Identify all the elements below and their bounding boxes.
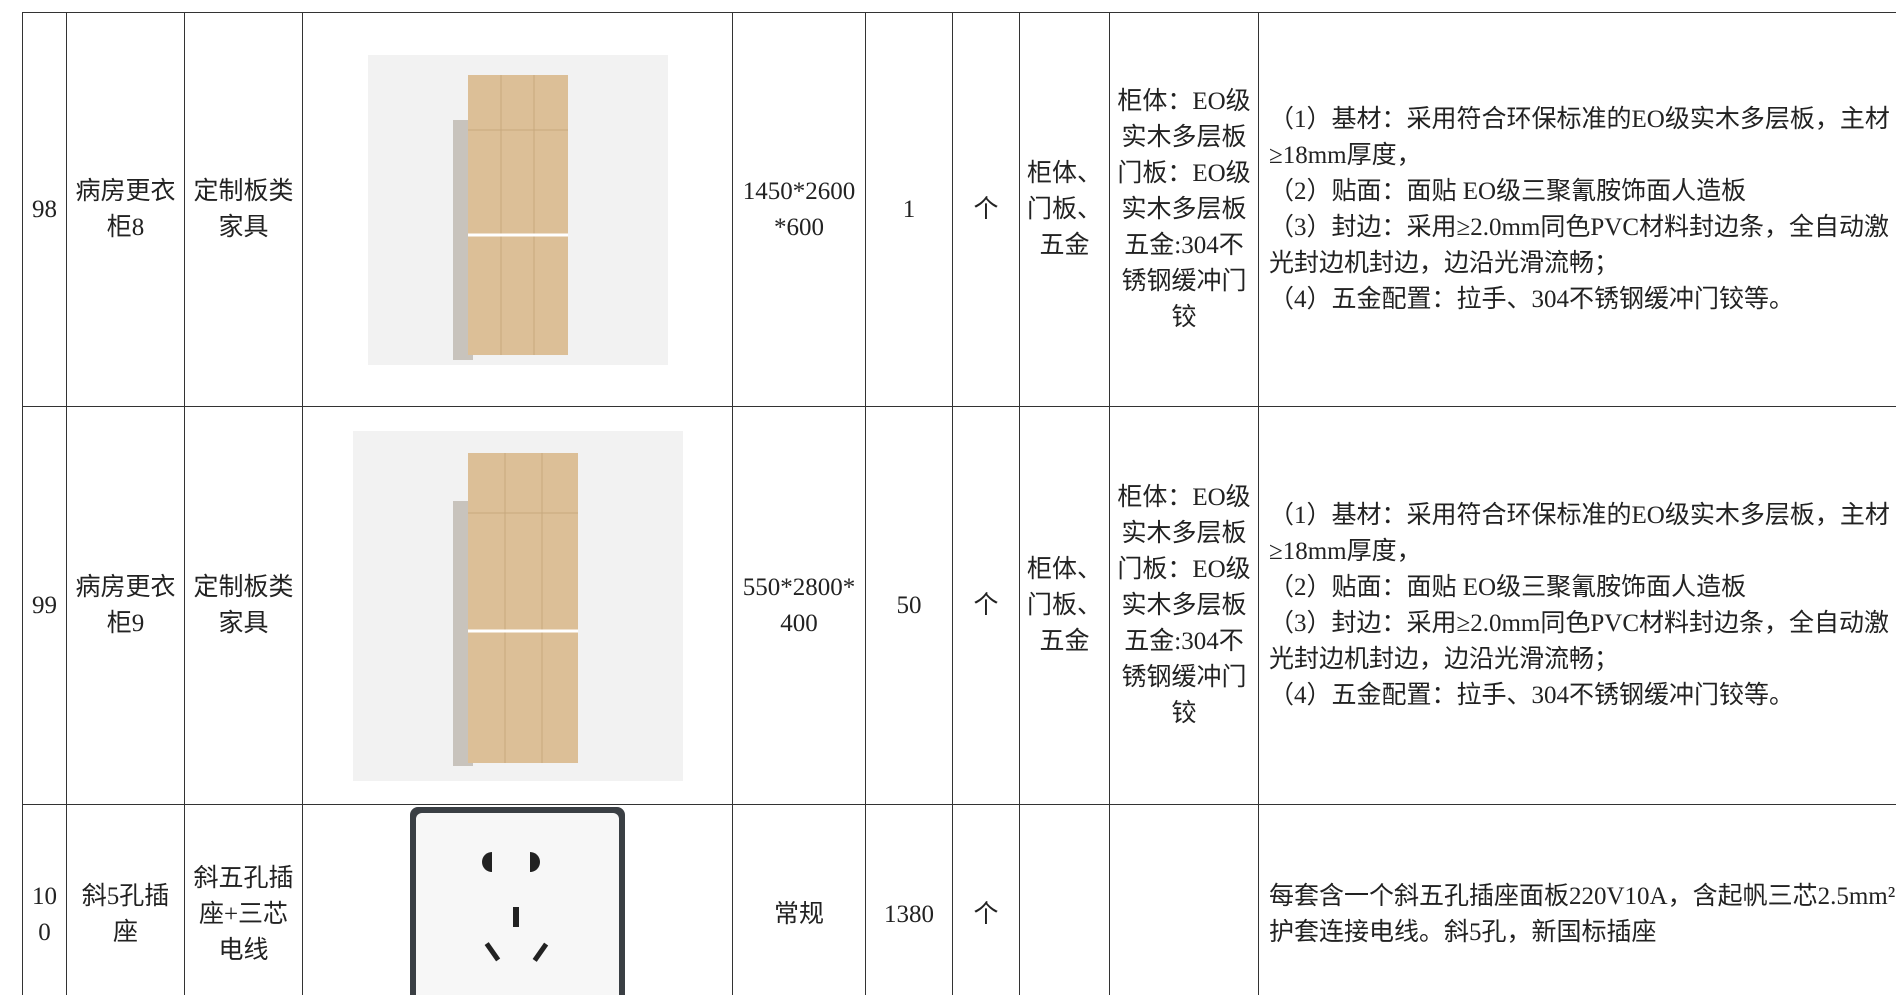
qty: 1380: [865, 804, 953, 995]
material: [1109, 804, 1259, 995]
cabinet-image: [352, 430, 683, 781]
description: 每套含一个斜五孔插座面板220V10A，含起帆三芯2.5mm²护套连接电线。斜5…: [1258, 804, 1896, 995]
material-item: 柜体：EO级实木多层板: [1117, 87, 1251, 151]
unit: 个: [952, 12, 1020, 407]
row: 98 病房更衣柜8 定制板类家具 1450*2600*600 1 个 柜体、门板…: [22, 12, 1896, 407]
row: 99 病房更衣柜9 定制板类家具 550*2800*400 50 个 柜体、门板…: [22, 406, 1896, 805]
row: 100 斜5孔插座 斜五孔插座+三芯电线 常规 1380 个 每套含一个斜五孔插…: [22, 804, 1896, 995]
category: 斜五孔插座+三芯电线: [184, 804, 303, 995]
spec: 550*2800*400: [732, 406, 866, 805]
spec-table: 98 病房更衣柜8 定制板类家具 1450*2600*600 1 个 柜体、门板…: [22, 12, 1896, 995]
description: （1）基材：采用符合环保标准的EO级实木多层板，主材≥18mm厚度， （2）贴面：…: [1258, 12, 1896, 407]
image-cell: [302, 406, 733, 805]
category: 定制板类家具: [184, 12, 303, 407]
material-item: 门板：EO级实木多层板: [1117, 159, 1251, 223]
qty: 50: [865, 406, 953, 805]
image-cell: [302, 12, 733, 407]
desc-line: （4）五金配置：拉手、304不锈钢缓冲门铰等。: [1269, 681, 1795, 709]
spec: 1450*2600*600: [732, 12, 866, 407]
no: 98: [22, 12, 67, 407]
no: 99: [22, 406, 67, 805]
socket-image: [410, 807, 625, 995]
name: 病房更衣柜8: [66, 12, 185, 407]
desc-line: （4）五金配置：拉手、304不锈钢缓冲门铰等。: [1269, 285, 1795, 313]
qty: 1: [865, 12, 953, 407]
spec: 常规: [732, 804, 866, 995]
name: 斜5孔插座: [66, 804, 185, 995]
name: 病房更衣柜9: [66, 406, 185, 805]
desc-line: （2）贴面：面贴 EO级三聚氰胺饰面人造板: [1269, 573, 1747, 601]
description: （1）基材：采用符合环保标准的EO级实木多层板，主材≥18mm厚度， （2）贴面：…: [1258, 406, 1896, 805]
parts: 柜体、门板、五金: [1019, 406, 1110, 805]
table-wrap: 98 病房更衣柜8 定制板类家具 1450*2600*600 1 个 柜体、门板…: [22, 12, 1896, 995]
image-cell: [302, 804, 733, 995]
parts: 柜体、门板、五金: [1019, 12, 1110, 407]
no: 100: [22, 804, 67, 995]
material-item: 五金:304不锈钢缓冲门铰: [1121, 231, 1247, 331]
unit: 个: [952, 406, 1020, 805]
desc-line: 每套含一个斜五孔插座面板220V10A，含起帆三芯2.5mm²护套连接电线。斜5…: [1269, 882, 1896, 946]
material-item: 五金:304不锈钢缓冲门铰: [1121, 627, 1247, 727]
material: 柜体：EO级实木多层板 门板：EO级实木多层板五金:304不锈钢缓冲门铰: [1109, 12, 1259, 407]
desc-line: （1）基材：采用符合环保标准的EO级实木多层板，主材≥18mm厚度，: [1269, 501, 1890, 565]
desc-line: （2）贴面：面贴 EO级三聚氰胺饰面人造板: [1269, 177, 1747, 205]
desc-line: （3）封边：采用≥2.0mm同色PVC材料封边条，全自动激光封边机封边，边沿光滑…: [1269, 213, 1889, 277]
desc-line: （1）基材：采用符合环保标准的EO级实木多层板，主材≥18mm厚度，: [1269, 105, 1890, 169]
material-item: 柜体：EO级实木多层板: [1117, 483, 1251, 547]
unit: 个: [952, 804, 1020, 995]
cabinet-image: [367, 54, 668, 365]
category: 定制板类家具: [184, 406, 303, 805]
material: 柜体：EO级实木多层板 门板：EO级实木多层板五金:304不锈钢缓冲门铰: [1109, 406, 1259, 805]
parts: [1019, 804, 1110, 995]
material-item: 门板：EO级实木多层板: [1117, 555, 1251, 619]
desc-line: （3）封边：采用≥2.0mm同色PVC材料封边条，全自动激光封边机封边，边沿光滑…: [1269, 609, 1889, 673]
